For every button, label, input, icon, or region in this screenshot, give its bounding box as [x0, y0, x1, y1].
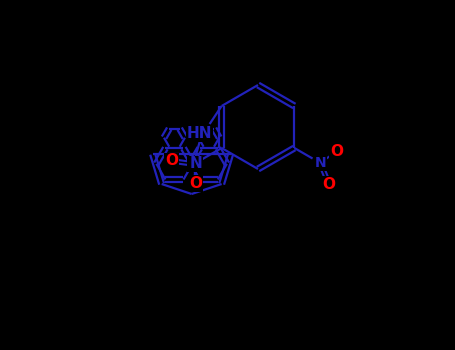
Text: N: N — [189, 156, 202, 172]
Text: O: O — [165, 153, 178, 168]
Text: O: O — [330, 144, 343, 159]
Text: O: O — [189, 176, 202, 191]
Text: N: N — [188, 157, 200, 171]
Text: N: N — [314, 156, 326, 170]
Text: O: O — [323, 177, 335, 191]
Text: HN: HN — [187, 126, 212, 141]
